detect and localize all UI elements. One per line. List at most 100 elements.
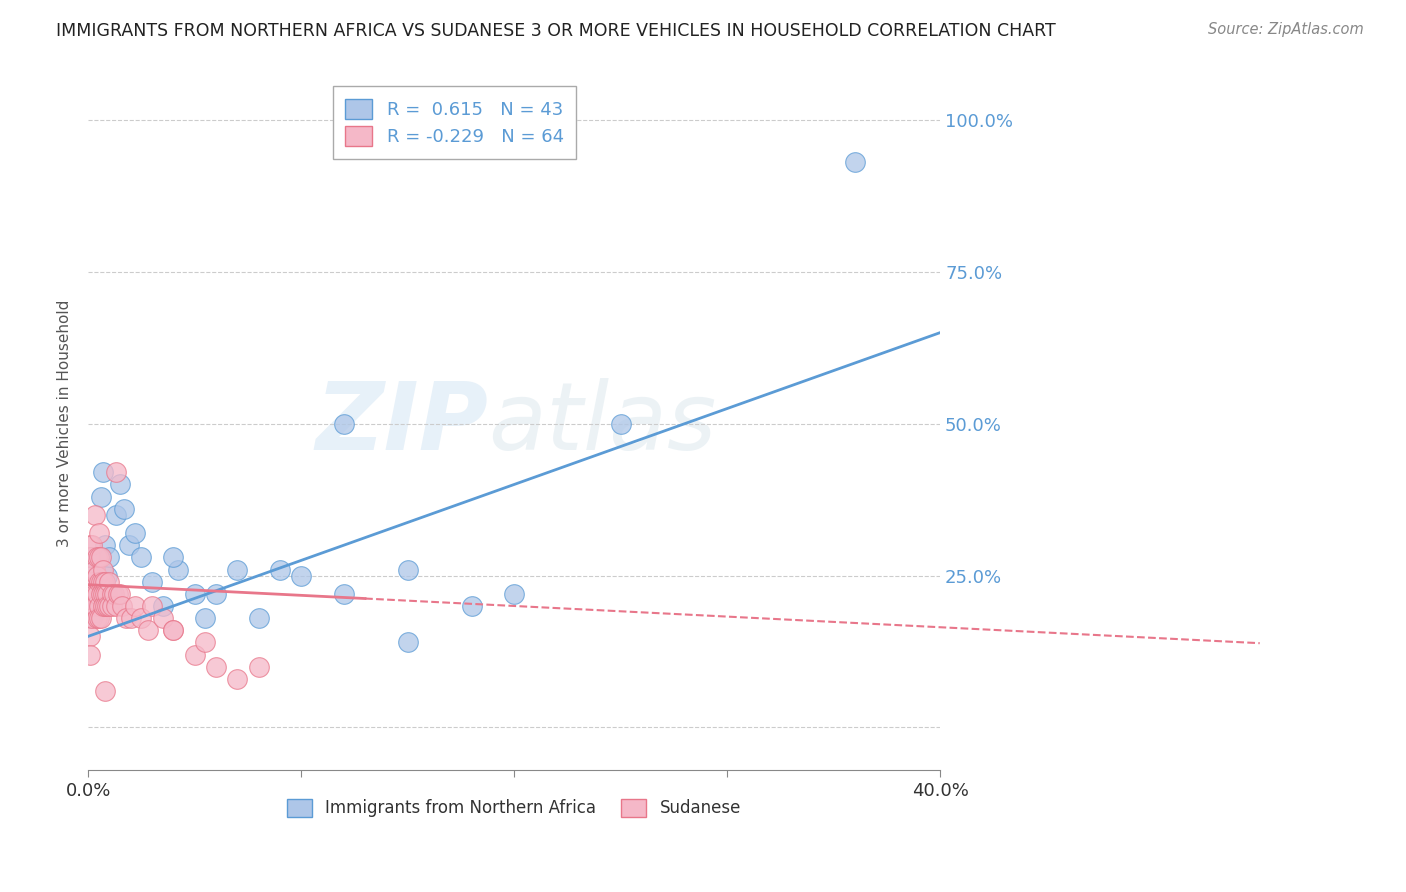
Point — [100, 587, 122, 601]
Text: atlas: atlas — [489, 378, 717, 469]
Point — [96, 599, 118, 613]
Point — [131, 611, 153, 625]
Point — [91, 574, 114, 589]
Point — [120, 611, 142, 625]
Point — [103, 587, 125, 601]
Legend: Immigrants from Northern Africa, Sudanese: Immigrants from Northern Africa, Sudanes… — [280, 792, 748, 824]
Point — [396, 635, 419, 649]
Point — [98, 599, 121, 613]
Point — [115, 611, 138, 625]
Point — [141, 574, 163, 589]
Point — [108, 587, 131, 601]
Point — [83, 562, 105, 576]
Point — [94, 599, 117, 613]
Point — [152, 599, 174, 613]
Point — [79, 587, 101, 601]
Point — [83, 587, 105, 601]
Point — [162, 624, 184, 638]
Point — [162, 550, 184, 565]
Point — [332, 417, 354, 431]
Y-axis label: 3 or more Vehicles in Household: 3 or more Vehicles in Household — [58, 300, 72, 548]
Point — [96, 568, 118, 582]
Point — [94, 684, 117, 698]
Point — [124, 599, 146, 613]
Point — [91, 587, 114, 601]
Point — [226, 562, 249, 576]
Point — [247, 659, 270, 673]
Point — [87, 611, 110, 625]
Point — [332, 587, 354, 601]
Point — [83, 587, 105, 601]
Text: ZIP: ZIP — [316, 377, 489, 470]
Point — [83, 599, 105, 613]
Point — [87, 599, 110, 613]
Point — [82, 587, 104, 601]
Point — [91, 562, 114, 576]
Point — [87, 550, 110, 565]
Point — [503, 587, 526, 601]
Point — [107, 587, 129, 601]
Point — [79, 599, 101, 613]
Point — [112, 501, 135, 516]
Point — [247, 611, 270, 625]
Point — [98, 574, 121, 589]
Point — [609, 417, 631, 431]
Point — [117, 538, 139, 552]
Point — [131, 550, 153, 565]
Point — [86, 568, 108, 582]
Point — [82, 599, 104, 613]
Point — [183, 587, 205, 601]
Point — [79, 611, 101, 625]
Point — [79, 538, 101, 552]
Point — [162, 624, 184, 638]
Point — [104, 508, 127, 522]
Point — [108, 477, 131, 491]
Point — [87, 599, 110, 613]
Point — [269, 562, 291, 576]
Point — [100, 599, 122, 613]
Point — [844, 155, 866, 169]
Point — [79, 550, 101, 565]
Point — [87, 574, 110, 589]
Point — [226, 672, 249, 686]
Point — [152, 611, 174, 625]
Point — [111, 599, 134, 613]
Point — [79, 648, 101, 662]
Point — [82, 611, 104, 625]
Point — [290, 568, 312, 582]
Point — [91, 599, 114, 613]
Point — [194, 611, 217, 625]
Point — [124, 526, 146, 541]
Point — [96, 587, 118, 601]
Text: IMMIGRANTS FROM NORTHERN AFRICA VS SUDANESE 3 OR MORE VEHICLES IN HOUSEHOLD CORR: IMMIGRANTS FROM NORTHERN AFRICA VS SUDAN… — [56, 22, 1056, 40]
Point — [86, 611, 108, 625]
Point — [79, 611, 101, 625]
Point — [86, 550, 108, 565]
Point — [460, 599, 482, 613]
Point — [94, 574, 117, 589]
Point — [82, 599, 104, 613]
Point — [94, 587, 117, 601]
Point — [91, 466, 114, 480]
Point — [90, 574, 112, 589]
Point — [83, 508, 105, 522]
Text: Source: ZipAtlas.com: Source: ZipAtlas.com — [1208, 22, 1364, 37]
Point — [90, 490, 112, 504]
Point — [166, 562, 188, 576]
Point — [82, 574, 104, 589]
Point — [194, 635, 217, 649]
Point — [205, 659, 228, 673]
Point — [205, 587, 228, 601]
Point — [86, 587, 108, 601]
Point — [90, 587, 112, 601]
Point — [136, 624, 159, 638]
Point — [79, 629, 101, 643]
Point — [104, 599, 127, 613]
Point — [87, 581, 110, 595]
Point — [90, 611, 112, 625]
Point — [82, 550, 104, 565]
Point — [90, 550, 112, 565]
Point — [90, 562, 112, 576]
Point — [100, 587, 122, 601]
Point — [396, 562, 419, 576]
